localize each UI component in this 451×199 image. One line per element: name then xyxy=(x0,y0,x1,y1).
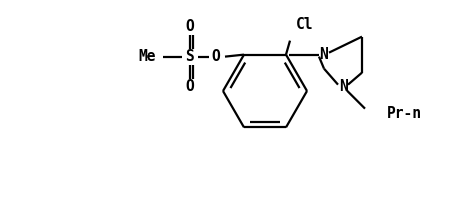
Text: N: N xyxy=(320,47,328,62)
Text: N: N xyxy=(339,79,347,94)
Text: O: O xyxy=(212,49,221,64)
Text: O: O xyxy=(186,19,194,34)
Text: O: O xyxy=(186,79,194,94)
Text: S: S xyxy=(186,49,194,64)
Text: Pr-n: Pr-n xyxy=(387,106,422,121)
Text: Cl: Cl xyxy=(296,17,313,32)
Text: Me: Me xyxy=(138,49,156,64)
